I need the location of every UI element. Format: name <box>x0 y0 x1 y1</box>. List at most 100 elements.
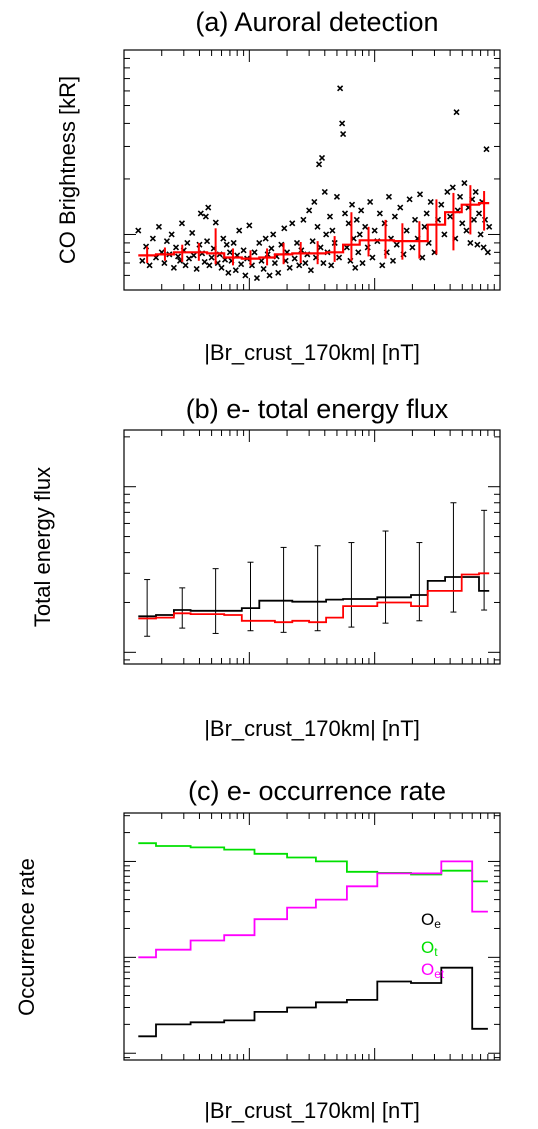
data-point <box>389 257 397 264</box>
data-point <box>218 264 225 271</box>
data-point <box>474 241 481 248</box>
data-point <box>315 161 323 168</box>
data-point <box>341 210 349 217</box>
data-point <box>197 210 204 217</box>
data-point <box>423 210 430 217</box>
data-point <box>178 220 186 227</box>
data-point <box>236 227 243 234</box>
data-point <box>470 216 478 223</box>
data-point <box>444 188 451 196</box>
data-point <box>225 269 232 276</box>
data-point <box>456 193 464 200</box>
data-point <box>149 235 156 242</box>
data-point <box>385 193 393 200</box>
data-point <box>367 198 374 206</box>
data-point <box>379 262 386 269</box>
panel-b-xlabel: |Br_crust_170km| [nT] <box>204 716 420 741</box>
data-point <box>223 241 230 248</box>
legend-entry: Oet <box>421 960 445 981</box>
data-point <box>190 252 197 259</box>
data-point <box>356 231 363 238</box>
data-point <box>206 262 213 269</box>
data-point <box>293 239 301 246</box>
data-point <box>463 227 470 234</box>
data-point <box>467 239 474 246</box>
data-point <box>348 201 356 208</box>
data-point <box>480 244 487 251</box>
legend-entry-subscript: t <box>434 945 438 959</box>
data-point <box>369 254 376 261</box>
data-point <box>202 213 209 220</box>
data-point <box>302 259 309 267</box>
data-point <box>146 262 153 269</box>
data-point <box>212 219 219 226</box>
data-point <box>161 259 168 267</box>
ot-series-line <box>138 842 488 883</box>
panel-a-frame <box>123 49 501 291</box>
data-point <box>441 231 448 238</box>
data-point <box>459 220 466 227</box>
data-point <box>314 223 321 230</box>
legend-entry-name: O <box>421 960 434 979</box>
legend-entry-subscript: e <box>434 917 441 931</box>
data-point <box>321 188 328 196</box>
data-point <box>266 272 273 279</box>
data-point <box>411 216 419 223</box>
data-point <box>409 244 416 251</box>
data-point <box>270 231 277 238</box>
data-point <box>135 227 142 234</box>
panel-b-ylabel: Total energy flux <box>30 467 55 627</box>
data-point <box>232 267 239 274</box>
data-point <box>185 255 193 262</box>
data-point <box>289 220 296 227</box>
data-point <box>391 213 398 220</box>
data-point <box>447 213 454 220</box>
data-point <box>275 269 282 276</box>
data-point <box>306 207 313 214</box>
data-point <box>419 254 426 261</box>
panel-a-xlabel: |Br_crust_170km| [nT] <box>204 340 420 365</box>
data-point <box>268 245 275 252</box>
data-point <box>416 191 424 198</box>
data-point <box>296 262 303 269</box>
data-point <box>168 231 175 238</box>
data-point <box>352 264 359 271</box>
data-point <box>336 254 343 261</box>
legend-entry-name: O <box>421 938 434 957</box>
data-point <box>406 196 413 203</box>
data-point <box>449 184 456 191</box>
data-point <box>291 255 298 262</box>
data-point <box>320 259 327 267</box>
data-point <box>172 244 180 251</box>
data-point <box>262 235 269 242</box>
legend-entry-name: O <box>421 910 434 929</box>
data-point <box>371 227 378 234</box>
data-point <box>208 254 215 261</box>
data-point <box>286 264 293 271</box>
panel-b: (b) e- total energy flux |Br_crust_170km… <box>30 394 501 741</box>
co-brightness-scaled-line <box>138 572 490 624</box>
data-point <box>318 154 326 161</box>
data-point <box>486 223 493 230</box>
data-point <box>333 193 341 200</box>
data-point <box>393 241 400 248</box>
oet-series-line <box>138 860 488 959</box>
panel-b-frame <box>123 429 501 665</box>
data-point <box>184 239 191 246</box>
panel-c-title: (c) e- occurrence rate <box>188 776 446 806</box>
data-point <box>155 223 163 230</box>
data-point <box>251 249 258 256</box>
data-point <box>220 235 227 242</box>
panel-b-title: (b) e- total energy flux <box>186 394 449 424</box>
data-point <box>205 204 212 211</box>
data-point <box>358 207 365 214</box>
data-point <box>230 239 237 246</box>
data-point <box>340 131 347 138</box>
energy-flux-line <box>138 576 490 618</box>
data-point <box>323 231 330 238</box>
data-point <box>300 216 307 223</box>
data-point <box>337 85 344 92</box>
data-point <box>242 272 249 279</box>
legend-entry: Oe <box>421 910 441 931</box>
